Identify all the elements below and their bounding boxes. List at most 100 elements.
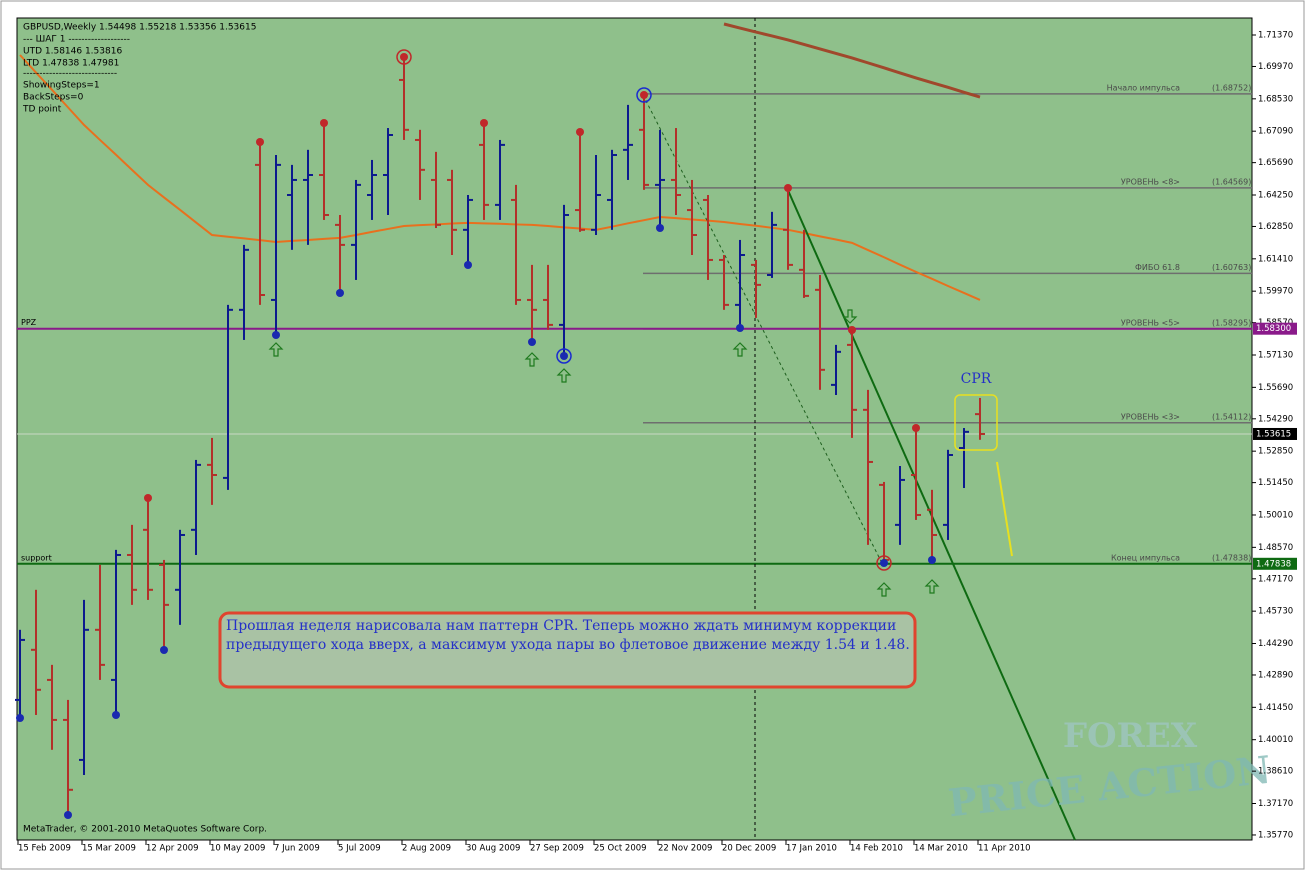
header-info: GBPUSD,Weekly 1.54498 1.55218 1.53356 1.… (22, 23, 256, 115)
x-tick-label: 11 Apr 2010 (978, 844, 1031, 854)
x-tick-label: 10 May 2009 (210, 844, 265, 854)
low-ring (876, 555, 892, 571)
low-dot (656, 224, 664, 232)
y-tick-label: 1.67090 (1258, 127, 1293, 137)
header-line: TD point (22, 105, 62, 115)
x-tick-label: 15 Feb 2009 (18, 844, 71, 854)
y-tick-label: 1.54290 (1258, 414, 1293, 424)
moving-average (723, 22, 981, 99)
footer: MetaTrader, © 2001-2010 MetaQuotes Softw… (23, 825, 267, 835)
low-dot (736, 324, 744, 332)
low-ring (556, 348, 572, 364)
level-name: Конец импульса (1111, 553, 1180, 562)
x-tick-label: 30 Aug 2009 (466, 844, 520, 854)
high-dot (848, 326, 856, 334)
header-line: ShowingSteps=1 (23, 81, 100, 91)
header-line: --- ШАГ 1 ------------------- (23, 35, 130, 45)
high-dot (784, 184, 792, 192)
level-value: (1.58295) (1212, 318, 1251, 327)
annotation: Прошлая неделя нарисовала нам паттерн CP… (218, 611, 917, 689)
y-tick-label: 1.61410 (1258, 254, 1293, 264)
x-tick-label: 15 Mar 2009 (82, 844, 136, 854)
moving-average (19, 54, 981, 301)
down-arrow (842, 309, 858, 324)
x-tick-label: 17 Jan 2010 (786, 844, 837, 854)
fractal-dots (16, 49, 936, 819)
y-tick-label: 1.44290 (1258, 639, 1293, 649)
price-box (1253, 322, 1297, 335)
pattern-box (954, 394, 998, 451)
x-tick-label: 20 Dec 2009 (722, 844, 776, 854)
low-dot (160, 646, 168, 654)
up-arrow (924, 579, 940, 594)
up-arrow (268, 342, 284, 357)
y-tick-label: 1.62850 (1258, 222, 1293, 232)
header-line: LTD 1.47838 1.47981 (23, 59, 119, 69)
x-tick-label: 2 Aug 2009 (402, 844, 451, 854)
signal-arrows (268, 309, 940, 597)
x-tick-label: 14 Mar 2010 (914, 844, 968, 854)
x-tick-label: 7 Jun 2009 (274, 844, 320, 854)
low-dot (272, 331, 280, 339)
up-arrow (732, 342, 748, 357)
y-tick-label: 1.38610 (1258, 767, 1293, 777)
y-tick-label: 1.40010 (1258, 735, 1293, 745)
y-tick-label: 1.45730 (1258, 607, 1293, 617)
low-dot (464, 261, 472, 269)
level-name: УРОВЕНЬ <5> (1121, 318, 1180, 327)
level-name: Начало импульса (1107, 83, 1181, 92)
y-tick-label: 1.42890 (1258, 670, 1293, 680)
y-tick-label: 1.68530 (1258, 94, 1293, 104)
annotation-line: предыдущего хода вверх, а максимум ухода… (226, 637, 910, 653)
up-arrow (524, 352, 540, 367)
watermark: FOREX (1063, 716, 1198, 756)
y-tick-label: 1.37170 (1258, 799, 1293, 809)
y-tick-label: 1.50010 (1258, 510, 1293, 520)
header-line: GBPUSD,Weekly 1.54498 1.55218 1.53356 1.… (23, 23, 256, 33)
y-tick-label: 1.51450 (1258, 478, 1293, 488)
x-tick-label: 25 Oct 2009 (594, 844, 647, 854)
high-dot (640, 91, 648, 99)
line-name: PPZ (21, 318, 37, 327)
annotation-line: Прошлая неделя нарисовала нам паттерн CP… (226, 618, 896, 634)
plot-area (16, 17, 1253, 841)
y-tick-label: 1.52850 (1258, 447, 1293, 457)
axis-layer: 1.71370 1.69970 1.68530 1.67090 1.65690 1.642… (17, 31, 1297, 854)
high-dot (912, 424, 920, 432)
high-ring (396, 49, 412, 65)
level-layer: Начало импульса (1.68752) УРОВЕНЬ <8> (1.64… (17, 83, 1252, 565)
level-name: УРОВЕНЬ <3> (1121, 412, 1180, 421)
level-value: (1.64569) (1212, 177, 1251, 186)
level-value: (1.54112) (1212, 412, 1251, 421)
y-tick-label: 1.48570 (1258, 543, 1293, 553)
high-dot (320, 119, 328, 127)
low-dot (560, 352, 568, 360)
low-dot (64, 811, 72, 819)
price-box-label: 1.58300 (1256, 324, 1291, 334)
price-box-label: 1.53615 (1256, 429, 1291, 439)
level-value: (1.68752) (1212, 83, 1251, 92)
projection-line (996, 461, 1013, 557)
high-dot (576, 128, 584, 136)
y-tick-label: 1.41450 (1258, 703, 1293, 713)
price-box (1253, 557, 1297, 570)
y-tick-label: 1.64250 (1258, 191, 1293, 201)
level-name: ФИБО 61.8 (1135, 263, 1180, 272)
pattern-label: CPR (961, 371, 992, 387)
price-box (1253, 427, 1297, 440)
y-tick-label: 1.55690 (1258, 383, 1293, 393)
header-line: ----------------------------- (23, 69, 117, 79)
low-dot (112, 711, 120, 719)
x-tick-label: 22 Nov 2009 (658, 844, 712, 854)
low-dot (880, 559, 888, 567)
y-tick-label: 1.57130 (1258, 350, 1293, 360)
x-tick-label: 27 Sep 2009 (530, 844, 584, 854)
y-tick-label: 1.47170 (1258, 574, 1293, 584)
low-dot (16, 714, 24, 722)
line-name: support (21, 553, 52, 562)
header-line: BackSteps=0 (23, 93, 84, 103)
high-dot (400, 53, 408, 61)
low-dot (528, 338, 536, 346)
